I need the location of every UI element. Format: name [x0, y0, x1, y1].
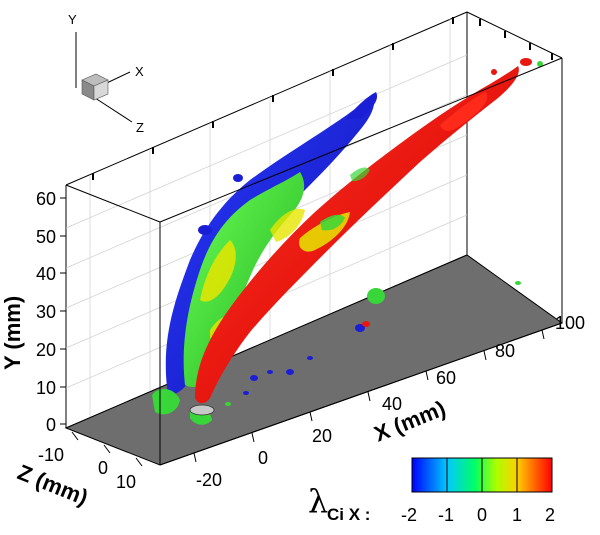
red-vortex-surface — [195, 58, 543, 404]
top-edge-ticks — [92, 17, 553, 180]
x-tick-60: 60 — [436, 368, 456, 388]
orientation-triad: Y X Z — [68, 12, 144, 135]
x-tick-40: 40 — [382, 394, 402, 414]
colorbar-tick-neg1: -1 — [438, 505, 454, 525]
x-tick-80: 80 — [495, 341, 515, 361]
y-tick-30: 30 — [36, 302, 56, 322]
scattered-blobs — [225, 281, 521, 406]
colorbar-tick-0: 0 — [477, 505, 487, 525]
x-axis-ticks — [193, 329, 545, 463]
jet-orifice — [189, 404, 215, 416]
y-tick-60: 60 — [36, 189, 56, 209]
colorbar-lambda-subscript: Ci X : — [327, 505, 370, 524]
y-tick-50: 50 — [36, 227, 56, 247]
y-axis-ticks — [60, 197, 66, 425]
z-tick-10: 10 — [116, 472, 136, 492]
z-tick-0: 0 — [98, 458, 108, 478]
colorbar-legend: λ Ci X : -2 -1 0 1 2 — [308, 457, 555, 525]
z-tick-neg10: -10 — [38, 445, 64, 465]
blue-vortex-surface — [165, 92, 378, 395]
colorbar-lambda-symbol: λ — [308, 482, 328, 520]
x-tick-100: 100 — [555, 313, 585, 333]
y-tick-10: 10 — [36, 378, 56, 398]
triad-y-label: Y — [68, 12, 77, 27]
colorbar-tick-neg2: -2 — [401, 505, 417, 525]
y-tick-20: 20 — [36, 340, 56, 360]
colorbar-tick-2: 2 — [545, 505, 555, 525]
colorbar-tick-1: 1 — [512, 505, 522, 525]
triad-x-label: X — [135, 64, 144, 79]
y-tick-0: 0 — [46, 415, 56, 435]
x-tick-0: 0 — [258, 448, 268, 468]
x-tick-20: 20 — [312, 426, 332, 446]
x-tick-neg20: -20 — [196, 470, 222, 490]
triad-z-label: Z — [136, 120, 144, 135]
y-tick-40: 40 — [36, 264, 56, 284]
z-axis-label: Z (mm) — [14, 459, 91, 510]
y-axis-label: Y (mm) — [0, 296, 25, 370]
z-axis-ticks — [71, 431, 143, 467]
box-front-lines — [65, 57, 563, 466]
